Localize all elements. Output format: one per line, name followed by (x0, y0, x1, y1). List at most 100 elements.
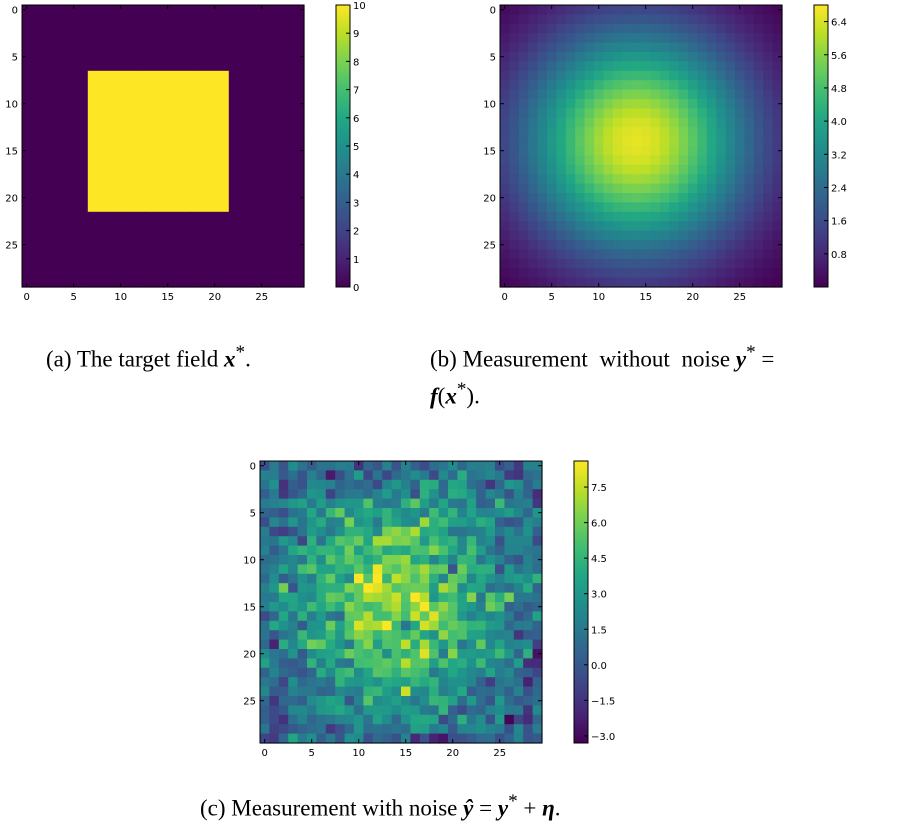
heatmap-cell (285, 80, 296, 91)
heatmap-cell (513, 470, 524, 481)
heatmap-cell (87, 127, 98, 138)
heatmap-cell (144, 221, 155, 232)
heatmap-cell (669, 268, 680, 279)
heatmap-cell (410, 620, 421, 631)
heatmap-cell (631, 33, 642, 44)
heatmap-cell (448, 705, 458, 716)
heatmap-cell (528, 268, 539, 279)
heatmap-cell (50, 5, 61, 15)
colorbar-tick-label: 2 (353, 227, 359, 238)
heatmap-cell (200, 240, 211, 250)
heatmap-cell (725, 80, 736, 91)
heatmap-cell (504, 583, 515, 594)
heatmap-cell (22, 23, 32, 34)
heatmap-cell (116, 202, 126, 213)
heatmap-cell (509, 174, 520, 185)
heatmap-cell (97, 249, 108, 260)
heatmap-cell (485, 714, 496, 725)
x-tick-label: 0 (502, 292, 508, 303)
heatmap-cell (297, 536, 308, 547)
heatmap-cell (466, 498, 477, 509)
heatmap-cell (260, 602, 270, 612)
heatmap-cell (144, 240, 155, 250)
heatmap-cell (429, 564, 440, 575)
heatmap-cell (153, 183, 164, 194)
heatmap-cell (191, 117, 202, 128)
heatmap-cell (678, 202, 689, 213)
heatmap-cell (612, 14, 623, 25)
heatmap-cell (307, 564, 317, 575)
heatmap-cell (22, 70, 32, 81)
heatmap-cell (518, 33, 529, 44)
heatmap-cell (106, 14, 117, 25)
heatmap-cell (706, 23, 717, 34)
heatmap-cell (87, 240, 98, 250)
heatmap-cell (288, 461, 299, 471)
heatmap-cell (59, 258, 70, 269)
heatmap-cell (641, 33, 651, 44)
heatmap-cell (565, 146, 576, 156)
heatmap-cell (238, 89, 249, 100)
heatmap-cell (325, 630, 336, 641)
heatmap-cell (495, 555, 505, 565)
heatmap-cell (547, 183, 557, 194)
heatmap-cell (191, 202, 202, 213)
heatmap-cell (210, 193, 220, 203)
heatmap-cell (466, 573, 477, 584)
heatmap-cell (584, 23, 595, 34)
heatmap-cell (260, 630, 270, 641)
heatmap-cell (612, 183, 623, 194)
heatmap-cell (391, 724, 402, 735)
heatmap-cell (134, 33, 145, 44)
heatmap-cell (537, 230, 548, 241)
heatmap-cell (772, 108, 783, 119)
heatmap-cell (22, 183, 32, 194)
heatmap-cell (612, 33, 623, 44)
heatmap-cell (382, 545, 393, 556)
heatmap-cell (247, 146, 258, 156)
heatmap-cell (219, 108, 230, 119)
heatmap-cell (335, 470, 346, 481)
heatmap-cell (228, 249, 239, 260)
heatmap-cell (697, 108, 708, 119)
heatmap-cell (325, 667, 336, 678)
heatmap-cell (495, 583, 505, 594)
heatmap-cell (50, 258, 61, 269)
heatmap-cell (134, 277, 145, 288)
heatmap-cell (275, 240, 286, 250)
heatmap-cell (565, 99, 576, 109)
heatmap-cell (419, 630, 430, 641)
heatmap-cell (565, 164, 576, 175)
heatmap-cell (410, 714, 421, 725)
heatmap-cell (495, 545, 505, 556)
heatmap-cell (565, 277, 576, 288)
heatmap-cell (247, 108, 258, 119)
heatmap-cell (594, 146, 604, 156)
heatmap-cell (438, 470, 449, 481)
heatmap-cell (106, 42, 117, 53)
heatmap-cell (31, 174, 42, 185)
heatmap-cell (163, 202, 173, 213)
heatmap-cell (181, 155, 192, 166)
heatmap-cell (372, 470, 383, 481)
heatmap-cell (603, 211, 614, 222)
heatmap-cell (391, 479, 402, 490)
heatmap-cell (40, 61, 51, 72)
heatmap-cell (97, 99, 108, 109)
heatmap-cell (584, 42, 595, 53)
heatmap-cell (659, 70, 670, 81)
heatmap-cell (153, 258, 164, 269)
heatmap-cell (565, 258, 576, 269)
heatmap-cell (448, 479, 458, 490)
heatmap-cell (509, 211, 520, 222)
heatmap-cell (316, 696, 327, 706)
heatmap-cell (697, 136, 708, 147)
heatmap-cell (134, 249, 145, 260)
heatmap-cell (466, 677, 477, 688)
heatmap-cell (594, 14, 604, 25)
heatmap-cell (485, 555, 496, 565)
heatmap-cell (528, 117, 539, 128)
heatmap-cell (419, 705, 430, 716)
heatmap-cell (297, 724, 308, 735)
heatmap-cell (316, 611, 327, 622)
